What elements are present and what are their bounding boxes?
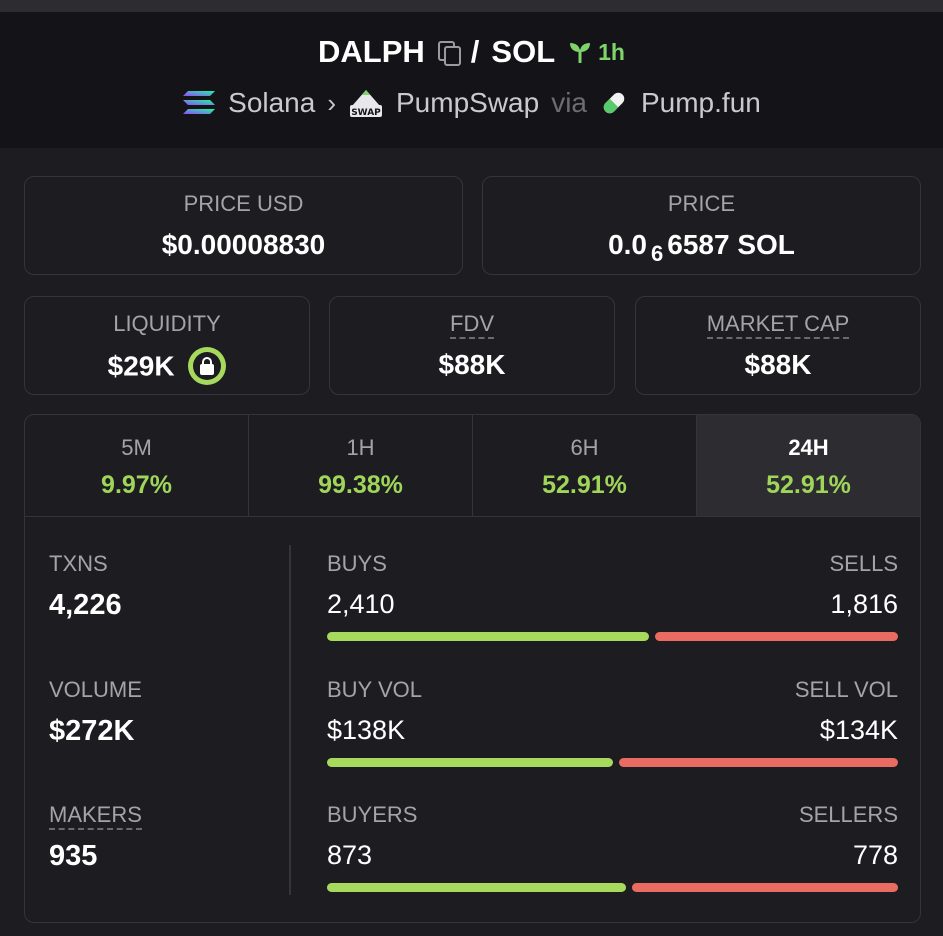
trade-stats-panel: 5M 9.97% 1H 99.38% 6H 52.91% 24H 52.91% … — [24, 414, 921, 923]
sellers-bar-fill — [632, 883, 898, 892]
copy-icon[interactable] — [437, 40, 461, 66]
fdv-label-row: FDV — [330, 311, 614, 339]
tab-5m-change: 9.97% — [101, 471, 172, 499]
pair-age: 1h — [567, 39, 625, 66]
pair-title: DALPH / SOL 1h — [0, 34, 943, 70]
txns-label: TXNS — [49, 551, 108, 576]
sells-label: SELLS — [829, 551, 899, 576]
buyers-sellers-bar — [327, 883, 898, 892]
price-native-zero-count: 6 — [651, 241, 664, 266]
makers-label[interactable]: MAKERS — [49, 802, 142, 830]
buys-label: BUYS — [327, 551, 387, 576]
sellers-value: 778 — [852, 840, 898, 870]
sell-vol-bar-fill — [619, 758, 898, 767]
buys-sells-bar — [327, 632, 898, 641]
quote-token: SOL — [491, 34, 556, 69]
chain-link[interactable]: Solana — [228, 87, 316, 118]
price-native-card: PRICE 0.0 6 6587 SOL — [482, 176, 921, 275]
volume-label: VOLUME — [49, 677, 142, 702]
sells-value: 1,816 — [830, 589, 898, 619]
tab-6h-label: 6H — [570, 435, 599, 460]
chevron-right-icon: › — [327, 87, 336, 118]
price-usd-label: PRICE USD — [183, 191, 304, 216]
pill-icon — [603, 92, 625, 114]
buys-sells-stat: BUYS SELLS 2,410 1,816 — [327, 551, 898, 641]
market-cap-label[interactable]: MARKET CAP — [706, 311, 850, 339]
buyers-label: BUYERS — [327, 802, 418, 827]
tab-5m-label: 5M — [121, 435, 152, 460]
tab-24h[interactable]: 24H 52.91% — [697, 415, 920, 516]
fdv-label[interactable]: FDV — [450, 311, 494, 339]
buy-vol-bar-fill — [327, 758, 613, 767]
market-cap-card: MARKET CAP $88K — [635, 296, 921, 395]
txns-value: 4,226 — [49, 589, 122, 621]
top-strip — [0, 0, 943, 12]
sellers-label: SELLERS — [798, 802, 898, 827]
volume-stat: VOLUME $272K — [49, 677, 142, 748]
tab-6h-change: 52.91% — [542, 471, 627, 499]
buys-value: 2,410 — [327, 589, 395, 619]
buy-vol-value: $138K — [327, 715, 406, 745]
tab-6h[interactable]: 6H 52.91% — [473, 415, 697, 516]
pumpswap-badge-text: SWAP — [351, 108, 381, 118]
buyers-value: 873 — [327, 840, 373, 870]
sprout-icon — [570, 43, 591, 63]
stats-divider — [289, 545, 291, 895]
tab-24h-label: 24H — [788, 435, 829, 460]
sell-vol-label: SELL VOL — [794, 677, 898, 702]
base-token: DALPH — [318, 34, 425, 69]
volume-value: $272K — [49, 715, 135, 747]
tab-1h-label: 1H — [346, 435, 375, 460]
price-native-digits: 6587 — [667, 229, 730, 260]
pair-separator: / — [470, 34, 480, 69]
sell-vol-value: $134K — [819, 715, 898, 745]
market-cap-value: $88K — [744, 349, 812, 380]
tab-1h[interactable]: 1H 99.38% — [249, 415, 473, 516]
price-native-prefix: 0.0 — [608, 229, 648, 260]
price-native-value: 0.0 6 6587 SOL — [483, 229, 920, 266]
route-breadcrumb: Solana › SWAP PumpSwap via Pump.fun — [0, 86, 943, 120]
dex-link[interactable]: PumpSwap — [396, 87, 540, 118]
fdv-card: FDV $88K — [329, 296, 615, 395]
liquidity-value-row: $29K — [25, 347, 309, 387]
makers-value: 935 — [49, 840, 98, 872]
price-native-label: PRICE — [667, 191, 736, 216]
liquidity-value: $29K — [107, 350, 175, 382]
tab-24h-change: 52.91% — [766, 471, 851, 499]
buyers-bar-fill — [327, 883, 626, 892]
fdv-value: $88K — [438, 349, 506, 380]
tab-1h-change: 99.38% — [318, 471, 403, 499]
price-usd-card: PRICE USD $0.00008830 — [24, 176, 463, 275]
market-cap-label-row: MARKET CAP — [636, 311, 920, 339]
buy-vol-label: BUY VOL — [327, 677, 422, 702]
tab-5m[interactable]: 5M 9.97% — [25, 415, 249, 516]
pair-header — [0, 12, 943, 148]
price-usd-value: $0.00008830 — [161, 229, 326, 260]
price-native-unit: SOL — [737, 229, 795, 260]
txns-stat: TXNS 4,226 — [49, 551, 122, 622]
lock-icon[interactable] — [188, 347, 227, 385]
launchpad-link[interactable]: Pump.fun — [640, 87, 761, 118]
solana-icon — [183, 91, 216, 114]
pair-age-value: 1h — [598, 38, 625, 65]
liquidity-card: LIQUIDITY $29K — [24, 296, 310, 395]
buyers-sellers-stat: BUYERS SELLERS 873 778 — [327, 802, 898, 892]
sells-bar-fill — [655, 632, 898, 641]
buy-sell-vol-stat: BUY VOL SELL VOL $138K $134K — [327, 677, 898, 767]
buy-sell-vol-bar — [327, 758, 898, 767]
liquidity-label: LIQUIDITY — [113, 311, 221, 336]
makers-stat: MAKERS 935 — [49, 802, 142, 873]
timeframe-tabs: 5M 9.97% 1H 99.38% 6H 52.91% 24H 52.91% — [25, 415, 920, 517]
buys-bar-fill — [327, 632, 649, 641]
via-label: via — [551, 87, 587, 118]
pumpswap-icon: SWAP — [350, 90, 382, 118]
